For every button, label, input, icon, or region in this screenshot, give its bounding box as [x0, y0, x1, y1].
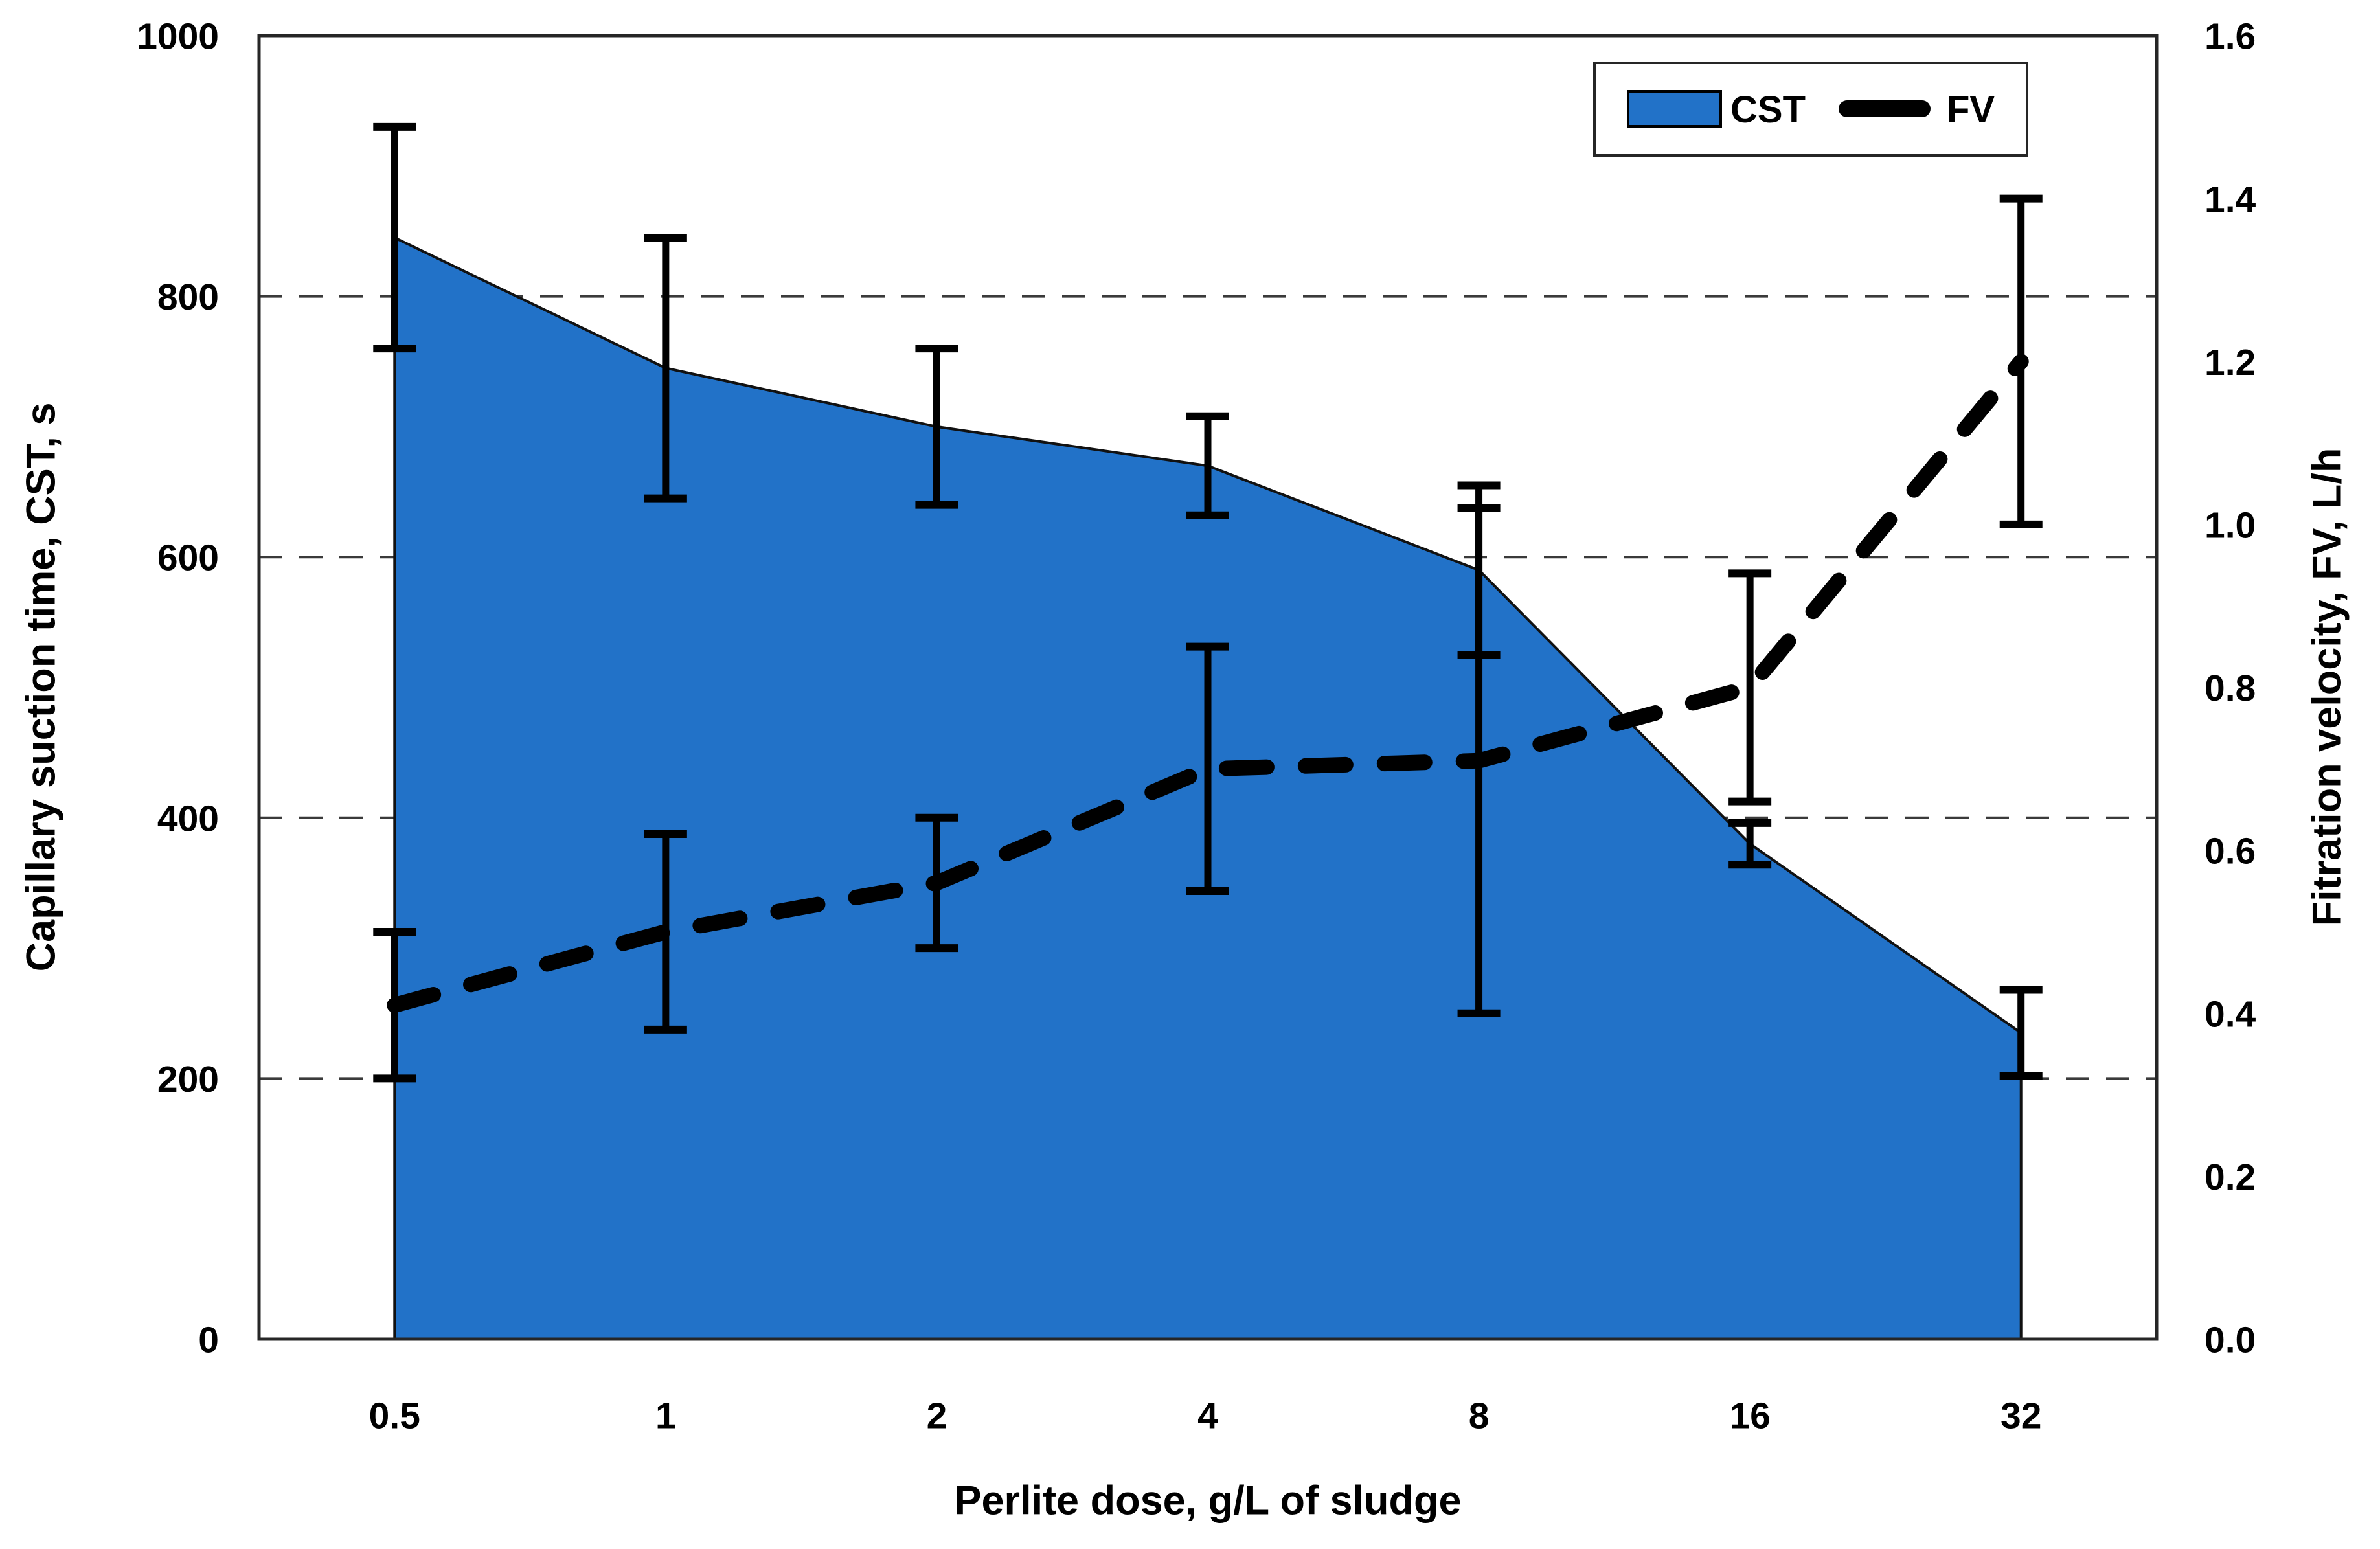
- y-left-tick-label: 1000: [137, 16, 219, 58]
- y-right-tick-label: 1.6: [2204, 16, 2256, 58]
- y-right-tick-label: 1.2: [2204, 342, 2256, 383]
- y-left-tick-label: 0: [198, 1320, 219, 1361]
- y-right-tick-label: 0.0: [2204, 1320, 2256, 1361]
- y-axis-title-left: Capillary suction time, CST, s: [19, 403, 64, 972]
- y-right-tick-label: 0.4: [2204, 993, 2256, 1035]
- plot-layer: 0 200 400 600 800 1000 0.0 0.2 0.4 0.6 0.8 1.0 1.2 1.…: [137, 16, 2256, 1437]
- y-right-tick-label: 1.0: [2204, 504, 2256, 546]
- y-right-tick-label: 0.2: [2204, 1157, 2256, 1198]
- legend-label-fv: FV: [1947, 89, 1995, 131]
- x-tick-label: 32: [2000, 1396, 2041, 1437]
- y-left-tick-label: 200: [157, 1059, 219, 1100]
- x-axis-title: Perlite dose, g/L of sludge: [955, 1478, 1462, 1524]
- y-left-tick-label: 800: [157, 277, 219, 318]
- x-tick-label: 8: [1469, 1396, 1490, 1437]
- legend-swatch-cst: [1627, 90, 1722, 128]
- plot-border: [257, 34, 2159, 1341]
- legend-label-cst: CST: [1730, 89, 1806, 131]
- y-axis-title-right: Fitration velocity, FV, L/h: [2305, 448, 2350, 927]
- y-right-tick-label: 0.6: [2204, 831, 2256, 872]
- y-left-tick-label: 600: [157, 537, 219, 579]
- y-left-tick-label: 400: [157, 798, 219, 839]
- y-right-tick-label: 1.4: [2204, 179, 2256, 220]
- x-tick-label: 2: [927, 1396, 947, 1437]
- y-right-tick-label: 0.8: [2204, 668, 2256, 709]
- x-tick-label: 4: [1197, 1396, 1218, 1437]
- x-tick-label: 16: [1729, 1396, 1770, 1437]
- legend: CST FV: [1593, 62, 2028, 157]
- x-tick-label: 1: [655, 1396, 676, 1437]
- x-tick-label: 0.5: [369, 1396, 420, 1437]
